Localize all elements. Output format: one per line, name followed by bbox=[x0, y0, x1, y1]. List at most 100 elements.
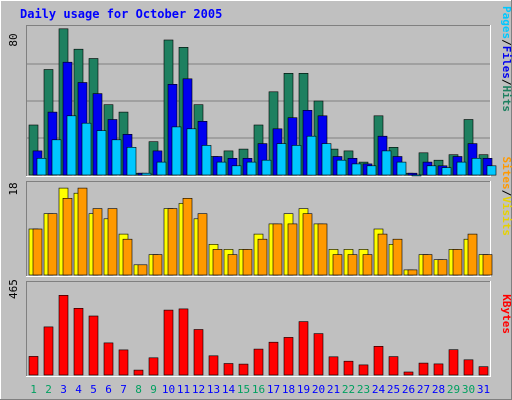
bar-kbytes-day-1 bbox=[28, 356, 39, 376]
bar-pages-day-21 bbox=[336, 159, 347, 176]
bar-kbytes-day-12 bbox=[193, 329, 204, 376]
bar-pages-day-28 bbox=[441, 167, 452, 176]
bar-kbytes-day-9 bbox=[148, 357, 159, 376]
bar-kbytes-day-29 bbox=[448, 349, 459, 376]
bar-sites-day-24 bbox=[377, 233, 388, 276]
chart-title: Daily usage for October 2005 bbox=[20, 7, 222, 21]
legend-kbytes-label: KBytes bbox=[500, 294, 512, 334]
bar-pages-day-27 bbox=[426, 165, 437, 176]
chart-panels bbox=[26, 25, 497, 377]
bar-pages-day-20 bbox=[321, 143, 332, 176]
bar-kbytes-day-5 bbox=[88, 315, 99, 376]
x-label-day-4: 4 bbox=[75, 383, 82, 396]
x-label-day-18: 18 bbox=[282, 383, 295, 396]
x-label-day-6: 6 bbox=[105, 383, 112, 396]
bar-pages-day-18 bbox=[291, 145, 302, 176]
bar-kbytes-day-26 bbox=[403, 371, 414, 376]
bar-sites-day-27 bbox=[422, 254, 433, 276]
x-label-day-11: 11 bbox=[177, 383, 190, 396]
bar-pages-day-29 bbox=[456, 161, 467, 176]
legend-sites: Sites bbox=[500, 157, 512, 190]
bar-kbytes-day-7 bbox=[118, 349, 129, 376]
bar-pages-day-2 bbox=[51, 139, 62, 176]
x-label-day-16: 16 bbox=[252, 383, 265, 396]
bar-sites-day-26 bbox=[407, 269, 418, 276]
bar-pages-day-10 bbox=[171, 126, 182, 176]
bar-pages-day-31 bbox=[486, 165, 497, 176]
x-label-day-24: 24 bbox=[372, 383, 386, 396]
x-label-day-8: 8 bbox=[135, 383, 142, 396]
x-label-day-21: 21 bbox=[327, 383, 340, 396]
bar-sites-day-1 bbox=[32, 228, 43, 276]
legend-visits-label: Visits bbox=[500, 196, 512, 236]
bar-sites-day-14 bbox=[227, 254, 238, 276]
x-label-day-13: 13 bbox=[207, 383, 220, 396]
legend-visits: Sites/Visits bbox=[500, 157, 512, 237]
bar-kbytes-day-27 bbox=[418, 362, 429, 376]
bar-pages-day-6 bbox=[111, 139, 122, 176]
bar-kbytes-day-11 bbox=[178, 308, 189, 376]
x-label-day-9: 9 bbox=[150, 383, 157, 396]
bar-kbytes-day-4 bbox=[73, 307, 84, 376]
bar-pages-day-9 bbox=[156, 161, 167, 176]
bar-sites-day-21 bbox=[332, 254, 343, 276]
bar-pages-day-23 bbox=[366, 165, 377, 176]
bar-kbytes-day-8 bbox=[133, 369, 144, 376]
panel-visits bbox=[26, 181, 493, 277]
bar-pages-day-11 bbox=[186, 128, 197, 176]
bar-kbytes-day-18 bbox=[283, 337, 294, 376]
bar-kbytes-day-17 bbox=[268, 341, 279, 376]
bar-kbytes-day-25 bbox=[388, 356, 399, 376]
x-label-day-29: 29 bbox=[447, 383, 460, 396]
bar-kbytes-day-23 bbox=[358, 364, 369, 376]
bar-pages-day-8 bbox=[141, 172, 152, 176]
bar-pages-day-30 bbox=[471, 158, 482, 176]
bar-sites-day-11 bbox=[182, 198, 193, 276]
legend-hits-label: Hits bbox=[500, 86, 512, 113]
y-max-label-hits: 80 bbox=[7, 33, 20, 46]
bar-sites-day-23 bbox=[362, 254, 373, 276]
x-label-day-26: 26 bbox=[402, 383, 415, 396]
bar-kbytes-day-22 bbox=[343, 360, 354, 376]
bar-pages-day-15 bbox=[246, 161, 257, 176]
bar-kbytes-day-24 bbox=[373, 345, 384, 376]
bar-sites-day-25 bbox=[392, 238, 403, 276]
bar-kbytes-day-28 bbox=[433, 363, 444, 376]
x-label-day-28: 28 bbox=[432, 383, 445, 396]
legend-hits-text: Pages/Files/Hits bbox=[500, 6, 512, 112]
x-label-day-2: 2 bbox=[45, 383, 52, 396]
bar-kbytes-day-10 bbox=[163, 309, 174, 376]
legend-hits: Pages/Files/Hits bbox=[500, 6, 512, 112]
bar-kbytes-day-6 bbox=[103, 342, 114, 376]
bar-sites-day-28 bbox=[437, 259, 448, 276]
bar-sites-day-29 bbox=[452, 249, 463, 276]
bar-sites-day-17 bbox=[272, 223, 283, 276]
bar-pages-day-5 bbox=[96, 130, 107, 176]
bar-pages-day-12 bbox=[201, 145, 212, 176]
bar-sites-day-6 bbox=[107, 208, 118, 276]
bar-pages-day-13 bbox=[216, 161, 227, 176]
bar-sites-day-22 bbox=[347, 254, 358, 276]
bar-sites-day-9 bbox=[152, 254, 163, 276]
x-label-day-5: 5 bbox=[90, 383, 97, 396]
bar-pages-day-25 bbox=[396, 161, 407, 176]
legend-files: Files bbox=[500, 46, 512, 79]
bar-pages-day-17 bbox=[276, 143, 287, 176]
x-axis-labels: 1 2 3 4 5 6 7 8 9 10 11 12 13 14 15 16 17 18 19 20 21 22 23 24 2… bbox=[30, 383, 490, 396]
y-max-label-visits: 18 bbox=[7, 182, 20, 195]
bar-sites-day-10 bbox=[167, 208, 178, 276]
bar-kbytes-day-13 bbox=[208, 355, 219, 376]
x-label-day-1: 1 bbox=[30, 383, 37, 396]
legend-visits-text: Sites/Visits bbox=[500, 157, 512, 237]
legend-kbytes: KBytes bbox=[500, 294, 512, 334]
panel-hits bbox=[26, 25, 497, 177]
legend-pages: Pages bbox=[500, 6, 512, 39]
x-label-day-12: 12 bbox=[192, 383, 205, 396]
x-label-day-25: 25 bbox=[387, 383, 400, 396]
bar-pages-day-14 bbox=[231, 165, 242, 176]
bar-kbytes-day-15 bbox=[238, 363, 249, 376]
legend-sep-1: / bbox=[500, 39, 512, 46]
legend-sep-2: / bbox=[500, 79, 512, 86]
x-label-day-19: 19 bbox=[297, 383, 310, 396]
